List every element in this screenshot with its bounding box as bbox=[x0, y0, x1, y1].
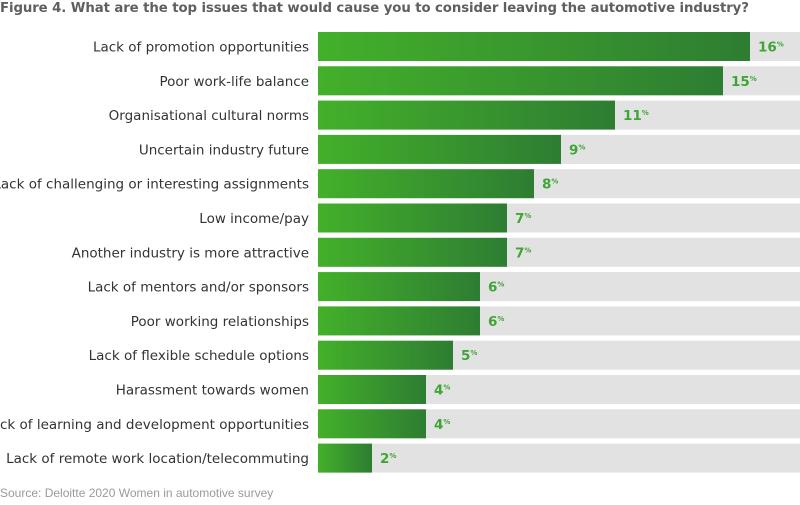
category-label: Lack of promotion opportunities bbox=[93, 40, 309, 56]
value-unit: % bbox=[497, 281, 504, 289]
value-unit: % bbox=[551, 178, 558, 186]
bar bbox=[318, 32, 750, 61]
bar bbox=[318, 340, 453, 370]
value-unit: % bbox=[524, 246, 531, 254]
value-unit: % bbox=[389, 452, 396, 460]
bar bbox=[318, 134, 561, 164]
category-label: Organisational cultural norms bbox=[109, 108, 309, 124]
value-unit: % bbox=[750, 75, 757, 83]
bar bbox=[318, 100, 615, 130]
category-label: Lack of challenging or interesting assig… bbox=[0, 177, 309, 193]
category-label: Low income/pay bbox=[199, 211, 309, 227]
bar bbox=[318, 237, 507, 267]
category-label: Poor work-life balance bbox=[159, 74, 309, 90]
bar bbox=[318, 272, 480, 302]
plot-area: Lack of promotion opportunities 16%Poor w… bbox=[0, 32, 800, 473]
value-unit: % bbox=[497, 315, 504, 323]
chart-title: Figure 4. What are the top issues that w… bbox=[0, 1, 749, 16]
source-note: Source: Deloitte 2020 Women in automotiv… bbox=[0, 486, 274, 500]
category-label: Harassment towards women bbox=[116, 383, 309, 399]
category-label: Another industry is more attractive bbox=[72, 245, 309, 261]
category-label: Poor working relationships bbox=[131, 314, 309, 330]
value-unit: % bbox=[443, 418, 450, 426]
bar bbox=[318, 375, 426, 404]
value-unit: % bbox=[443, 384, 450, 392]
bar bbox=[318, 306, 480, 336]
bar-track bbox=[318, 443, 800, 473]
value-unit: % bbox=[578, 143, 585, 151]
value-unit: % bbox=[524, 212, 531, 220]
value-unit: % bbox=[642, 109, 649, 117]
category-label: Lack of remote work location/telecommuti… bbox=[6, 451, 309, 467]
bar bbox=[318, 409, 426, 439]
bar bbox=[318, 203, 507, 233]
bar bbox=[318, 169, 534, 199]
category-label: Uncertain industry future bbox=[139, 142, 309, 158]
category-label: Lack of mentors and/or sponsors bbox=[88, 280, 309, 296]
bar bbox=[318, 443, 372, 473]
category-label: Lack of flexible schedule options bbox=[89, 348, 309, 364]
value-unit: % bbox=[777, 41, 784, 49]
category-label: Lack of learning and development opportu… bbox=[0, 417, 309, 433]
value-unit: % bbox=[470, 349, 477, 357]
bar bbox=[318, 66, 723, 96]
